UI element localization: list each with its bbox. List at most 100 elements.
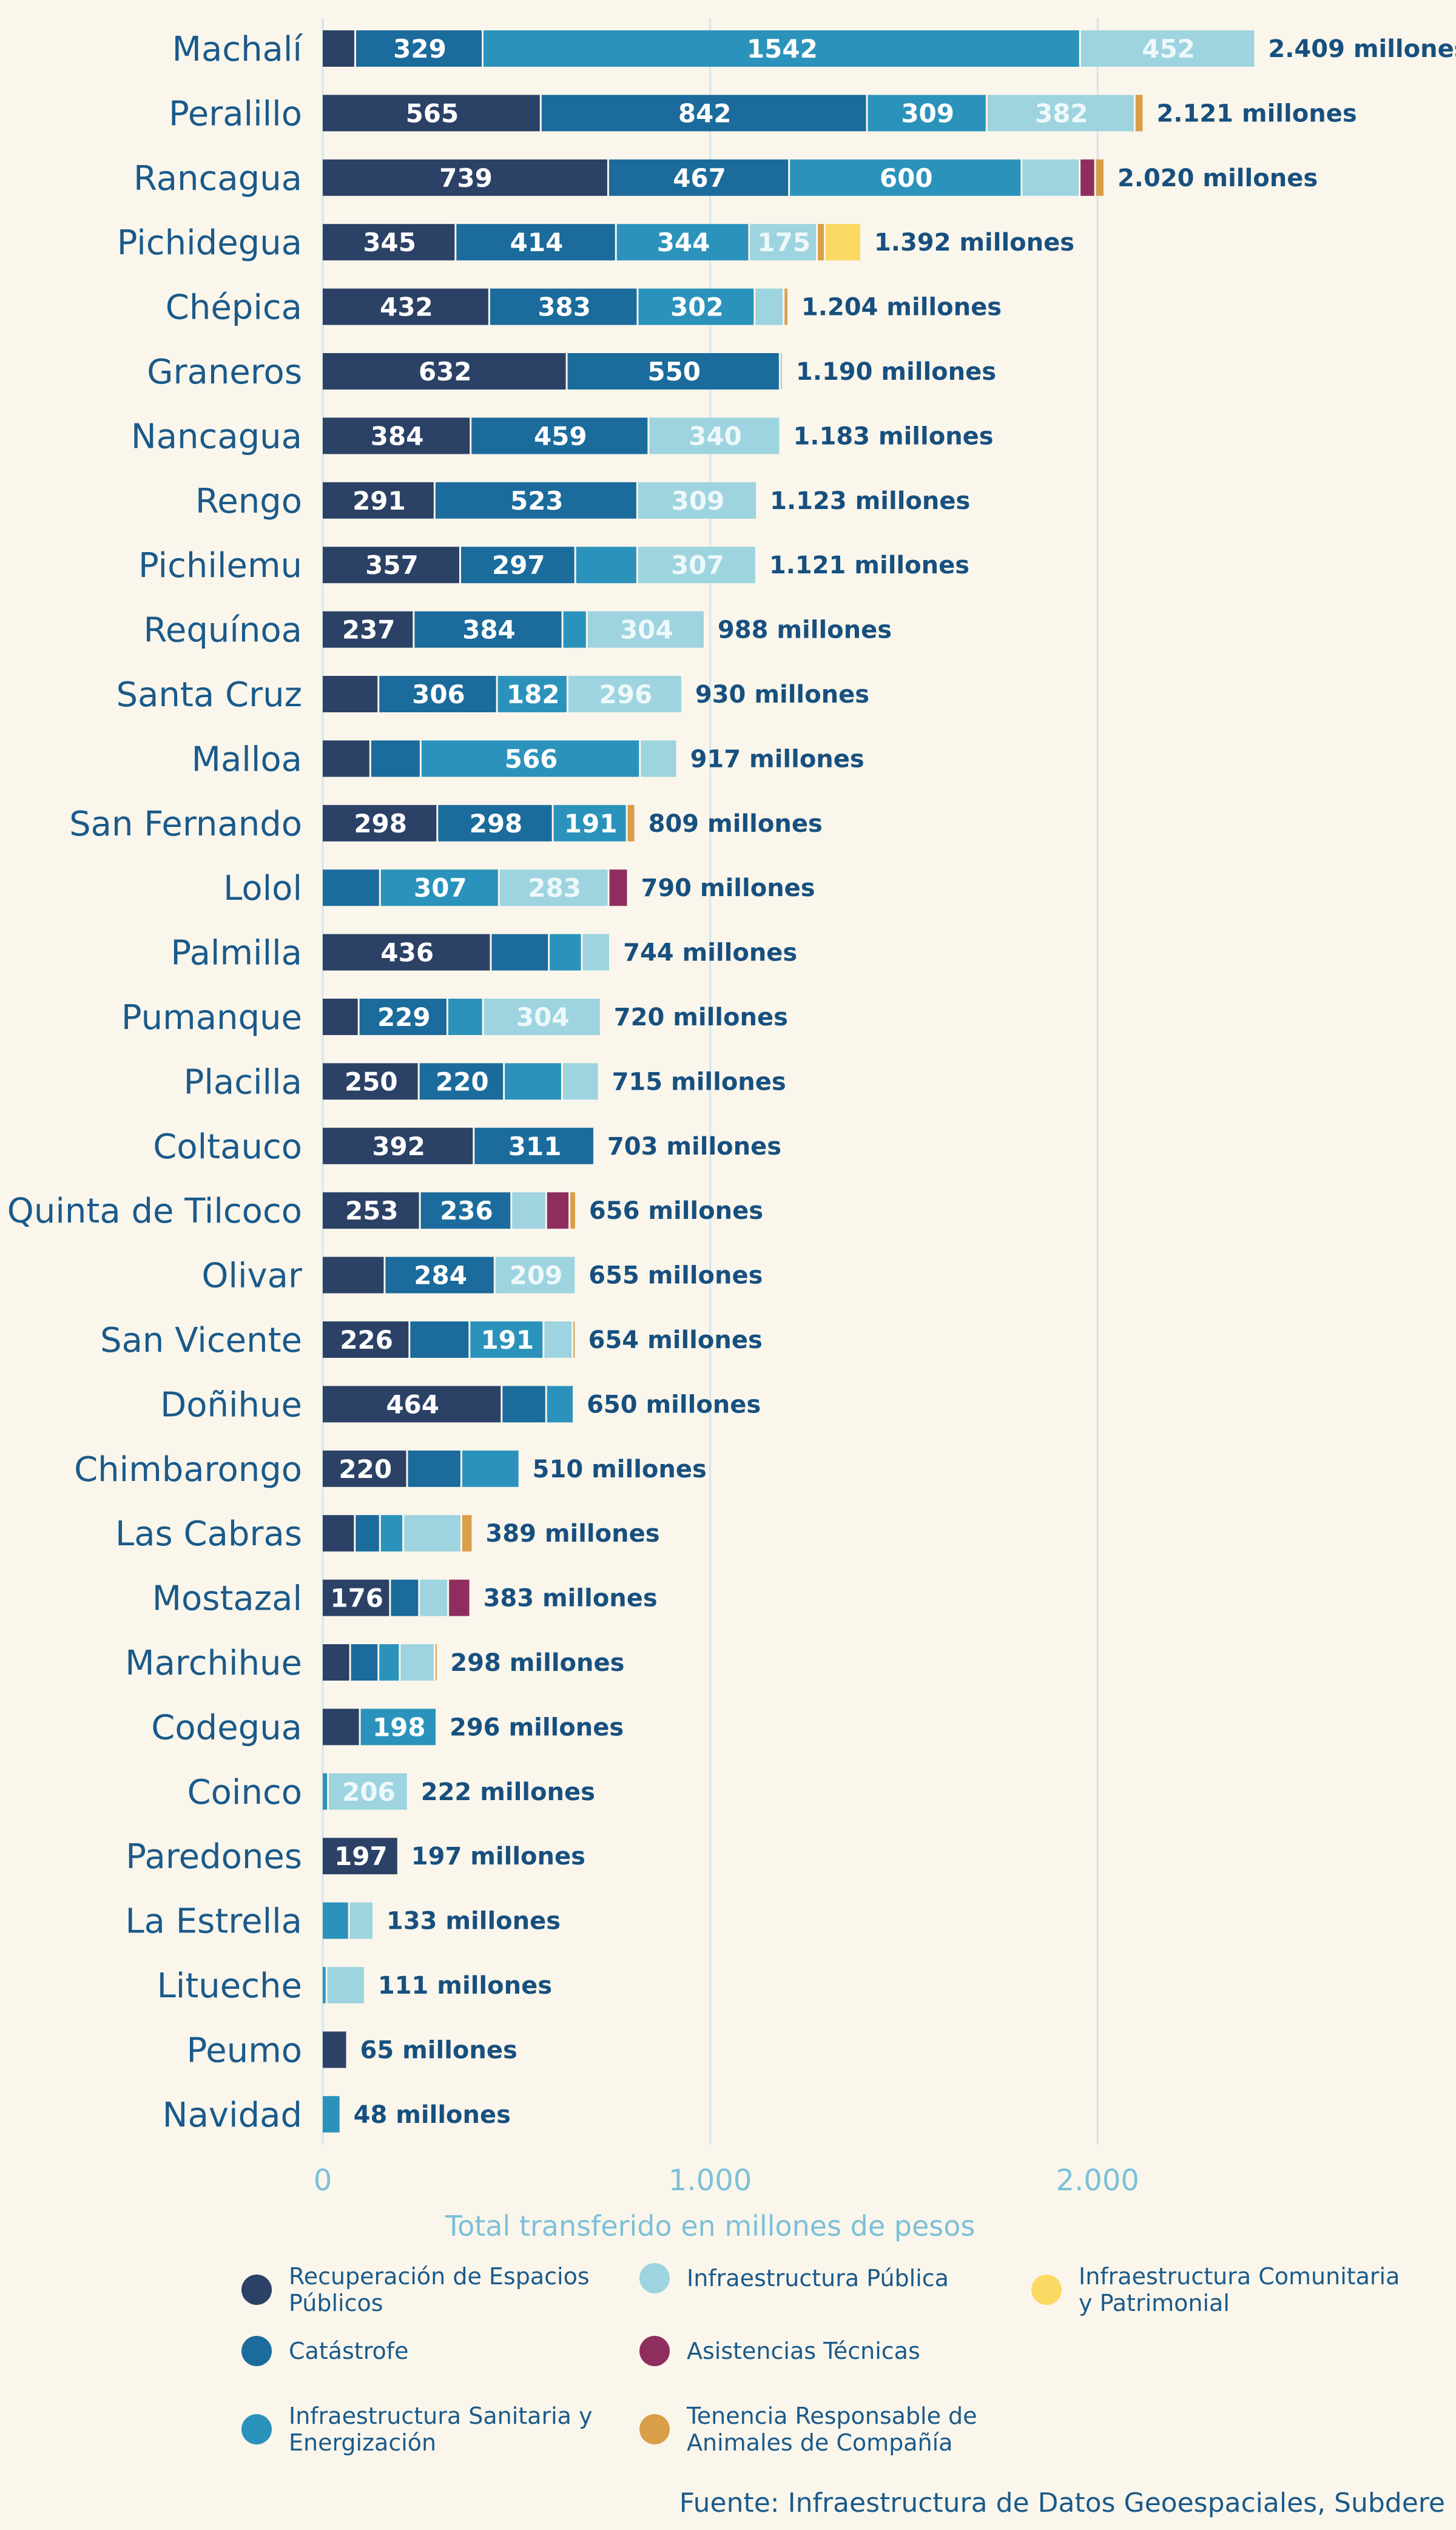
bar-segment bbox=[627, 805, 635, 842]
legend-item-sanitaria: Infraestructura Sanitaria y Energización bbox=[241, 2403, 616, 2456]
legend-label: Tenencia Responsable de Animales de Comp… bbox=[687, 2403, 977, 2456]
bar-segment bbox=[587, 611, 704, 648]
segment-value-label: 206 bbox=[342, 1777, 396, 1807]
legend-swatch bbox=[241, 2336, 272, 2366]
x-tick-label: 0 bbox=[314, 2164, 332, 2198]
bar-segment bbox=[356, 30, 482, 67]
segment-value-label: 191 bbox=[480, 1325, 534, 1355]
bar-segment bbox=[784, 288, 787, 325]
category-label: Litueche bbox=[157, 1966, 302, 2006]
total-label: 650 millones bbox=[587, 1391, 761, 1418]
bar-segment bbox=[323, 1450, 406, 1487]
bar-segment bbox=[323, 95, 540, 132]
bar-segment bbox=[638, 547, 755, 584]
segment-value-label: 298 bbox=[470, 809, 523, 838]
bar-segment bbox=[356, 1515, 379, 1552]
bar-segment bbox=[323, 224, 455, 261]
bar-segment bbox=[323, 676, 378, 712]
bar-segment bbox=[868, 95, 986, 132]
legend-item-publica: Infraestructura Pública bbox=[639, 2263, 1014, 2293]
segment-value-label: 298 bbox=[354, 809, 407, 838]
segment-value-label: 600 bbox=[880, 163, 933, 193]
total-label: 133 millones bbox=[386, 1908, 561, 1935]
segment-value-label: 283 bbox=[528, 873, 581, 903]
bar-segment bbox=[323, 1192, 419, 1229]
legend-item-asistencias: Asistencias Técnicas bbox=[639, 2336, 1014, 2366]
category-label: Nancagua bbox=[131, 417, 302, 456]
bar-segment bbox=[421, 740, 639, 777]
bar-segment bbox=[491, 934, 548, 971]
bar-segment bbox=[638, 482, 757, 519]
category-label: Las Cabras bbox=[115, 1514, 302, 1554]
bar-segment bbox=[567, 353, 779, 390]
segment-value-label: 307 bbox=[414, 873, 467, 903]
total-label: 744 millones bbox=[623, 939, 797, 967]
legend-label: Catástrofe bbox=[289, 2338, 409, 2364]
segment-value-label: 357 bbox=[365, 550, 419, 580]
bar-segment bbox=[497, 676, 567, 712]
bar-segment bbox=[323, 1902, 348, 1939]
total-label: 2.121 millones bbox=[1156, 100, 1357, 127]
bar-segment bbox=[541, 95, 866, 132]
segment-value-label: 236 bbox=[440, 1196, 493, 1226]
total-label: 1.204 millones bbox=[801, 294, 1002, 322]
segment-value-label: 464 bbox=[386, 1389, 439, 1419]
segment-value-label: 304 bbox=[516, 1002, 570, 1032]
segment-value-label: 284 bbox=[414, 1261, 467, 1290]
bar-segment bbox=[410, 1321, 469, 1358]
segment-value-label: 467 bbox=[673, 163, 726, 193]
bar-segment bbox=[449, 1579, 470, 1616]
bar-segment bbox=[818, 224, 824, 261]
bar-segment bbox=[380, 869, 498, 906]
segment-value-label: 309 bbox=[901, 98, 954, 128]
bar-segment bbox=[1096, 159, 1104, 196]
category-label: La Estrella bbox=[125, 1902, 302, 1941]
total-label: 930 millones bbox=[695, 681, 869, 709]
total-label: 1.121 millones bbox=[769, 552, 969, 579]
bar-segment bbox=[790, 159, 1021, 196]
bar-segment bbox=[360, 1709, 436, 1746]
segment-value-label: 523 bbox=[510, 486, 564, 516]
bar-segment bbox=[323, 288, 488, 325]
segment-value-label: 253 bbox=[345, 1196, 399, 1226]
segment-value-label: 176 bbox=[330, 1584, 383, 1613]
bar-segment bbox=[323, 2096, 340, 2133]
category-label: Doñihue bbox=[160, 1385, 302, 1425]
category-label: Olivar bbox=[201, 1257, 303, 1296]
bar-segment bbox=[323, 934, 490, 971]
bar-segment bbox=[470, 1321, 543, 1358]
category-label: Peumo bbox=[186, 2031, 302, 2070]
bar-segment bbox=[404, 1515, 460, 1552]
category-label: San Fernando bbox=[69, 805, 302, 844]
segment-value-label: 191 bbox=[564, 809, 618, 838]
bar-segment bbox=[323, 1127, 473, 1164]
bar-segment bbox=[460, 547, 575, 584]
total-label: 1.123 millones bbox=[770, 487, 970, 515]
x-tick-label: 2.000 bbox=[1056, 2164, 1139, 2198]
total-label: 790 millones bbox=[641, 874, 815, 902]
category-label: Mostazal bbox=[152, 1579, 302, 1619]
legend-swatch bbox=[639, 2263, 670, 2293]
bar-segment bbox=[505, 1063, 561, 1100]
bar-segment bbox=[553, 805, 626, 842]
category-label: Graneros bbox=[147, 353, 302, 392]
x-tick-label: 1.000 bbox=[669, 2164, 752, 2198]
bar-segment bbox=[563, 611, 586, 648]
segment-value-label: 175 bbox=[757, 228, 811, 257]
total-label: 65 millones bbox=[360, 2036, 517, 2064]
category-label: Peralillo bbox=[169, 94, 302, 133]
source-note: Fuente: Infraestructura de Datos Geoespa… bbox=[679, 2488, 1445, 2518]
bar-segment bbox=[323, 159, 607, 196]
bar-segment bbox=[484, 999, 600, 1035]
bar-segment bbox=[750, 224, 817, 261]
bar-segment bbox=[502, 1386, 545, 1423]
bar-segment bbox=[1022, 159, 1079, 196]
bar-segment bbox=[323, 1773, 328, 1810]
segment-value-label: 392 bbox=[372, 1132, 425, 1161]
bar-segment bbox=[379, 676, 496, 712]
total-label: 510 millones bbox=[533, 1456, 707, 1483]
legend-item-recuperacion: Recuperación de Espacios Públicos bbox=[241, 2263, 616, 2316]
total-label: 389 millones bbox=[485, 1520, 659, 1548]
bar-segment bbox=[1080, 30, 1255, 67]
total-label: 111 millones bbox=[378, 1972, 552, 2000]
